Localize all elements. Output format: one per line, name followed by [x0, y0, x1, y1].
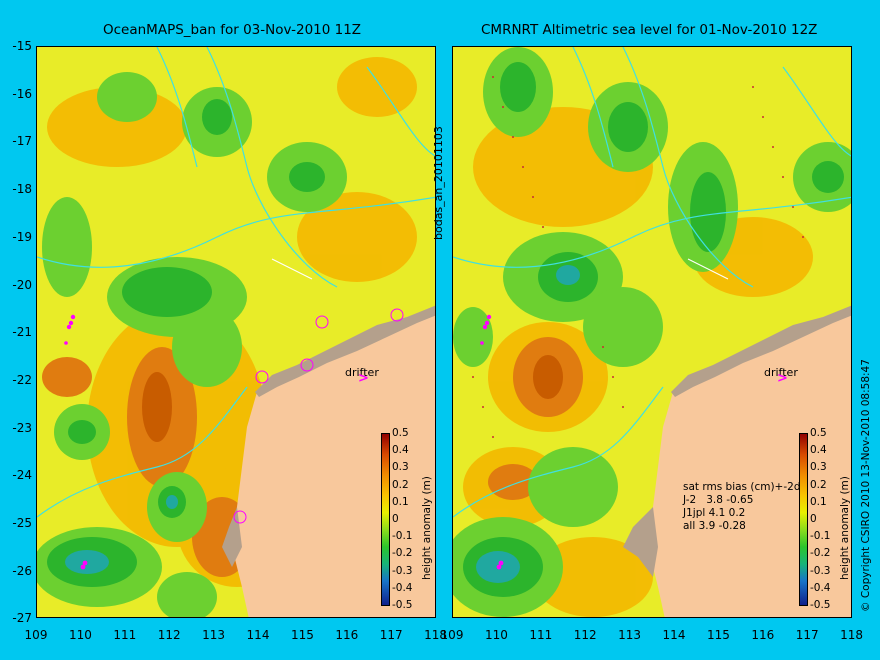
y-tick-label: -23 — [12, 420, 32, 435]
colorbar-tick-label: 0.3 — [810, 461, 827, 474]
right-map-field — [453, 47, 851, 617]
colorbar-tick-label: 0.1 — [810, 495, 827, 508]
colorbar-tick-label: 0.1 — [392, 495, 409, 508]
colorbar-tick-label: 0.5 — [392, 427, 409, 439]
x-tick-label: 111 — [529, 628, 553, 642]
y-tick-label: -21 — [12, 325, 32, 340]
x-tick-label: 117 — [795, 628, 819, 642]
y-tick-label: -25 — [12, 516, 32, 530]
left-colorbar-label: height anomaly (m) — [421, 476, 433, 580]
y-tick-label: -19 — [12, 229, 32, 244]
colorbar-tick-label: -0.3 — [392, 564, 413, 577]
colorbar-tick-label: 0.5 — [810, 427, 827, 439]
colorbar-tick-label: 0 — [810, 513, 817, 525]
x-tick-label: 109 — [24, 628, 48, 642]
x-tick-label: 112 — [573, 628, 597, 642]
colorbar-tick-label: 0.4 — [810, 444, 827, 457]
colorbar-tick-label: -0.2 — [392, 547, 413, 560]
x-tick-label: 110 — [68, 628, 92, 642]
y-tick-label: -26 — [12, 563, 32, 578]
stats-row: J-2 3.8 -0.65 — [683, 494, 754, 506]
colorbar-tick-label: -0.2 — [810, 547, 831, 560]
colorbar-tick-label: 0.3 — [392, 461, 409, 474]
right-map-title: CMRNRT Altimetric sea level for 01-Nov-2… — [481, 22, 818, 38]
y-tick-label: -24 — [12, 468, 32, 483]
x-tick-label: 117 — [379, 628, 403, 642]
stats-row: all 3.9 -0.28 — [683, 520, 746, 532]
x-tick-label: 118 — [840, 628, 864, 642]
x-tick-label: 109 — [440, 628, 464, 642]
colorbar-tick-label: -0.1 — [392, 530, 413, 543]
colorbar-tick-label: 0.2 — [392, 478, 409, 491]
run-id-label: bodas_an_20101103 — [432, 126, 445, 240]
right-drifter-label: drifter — [764, 366, 798, 379]
colorbar-tick-label: 0.4 — [392, 444, 409, 457]
y-tick-label: -18 — [12, 182, 32, 197]
x-tick-label: 114 — [662, 628, 686, 642]
left-map-panel — [36, 46, 436, 618]
colorbar-tick-label: -0.4 — [810, 581, 831, 594]
colorbar-tick-label: -0.5 — [810, 599, 831, 611]
colorbar-tick-label: -0.4 — [392, 581, 413, 594]
x-tick-label: 114 — [246, 628, 270, 642]
x-tick-label: 116 — [335, 628, 359, 642]
satellite-stats: sat rms bias (cm)+-2d J-2 3.8 -0.65 J1jpl … — [683, 481, 800, 533]
y-tick-label: -22 — [12, 372, 32, 387]
left-colorbar — [381, 433, 390, 606]
left-map-field — [37, 47, 435, 617]
x-tick-label: 115 — [706, 628, 730, 642]
x-tick-label: 112 — [157, 628, 181, 642]
y-tick-label: -16 — [12, 86, 32, 101]
y-tick-label: -20 — [12, 277, 32, 292]
y-tick-label: -27 — [12, 611, 32, 626]
x-tick-label: 115 — [290, 628, 314, 642]
left-drifter-label: drifter — [345, 366, 379, 379]
colorbar-tick-label: -0.1 — [810, 530, 831, 543]
copyright-label: © Copyright CSIRO 2010 13-Nov-2010 08:58… — [860, 359, 872, 612]
colorbar-tick-label: -0.5 — [392, 599, 413, 611]
stats-header: sat rms bias (cm)+-2d — [683, 481, 801, 493]
left-drifter-arrow-icon: > — [358, 371, 369, 386]
x-tick-label: 113 — [618, 628, 642, 642]
x-tick-label: 110 — [484, 628, 508, 642]
colorbar-tick-label: 0.2 — [810, 478, 827, 491]
x-tick-label: 116 — [751, 628, 775, 642]
right-drifter-arrow-icon: > — [777, 371, 788, 386]
x-tick-label: 113 — [202, 628, 226, 642]
y-tick-label: -15 — [12, 39, 32, 53]
right-colorbar — [799, 433, 808, 606]
left-map-title: OceanMAPS_ban for 03-Nov-2010 11Z — [103, 22, 362, 38]
stats-row: J1jpl 4.1 0.2 — [683, 507, 746, 519]
x-tick-label: 111 — [113, 628, 137, 642]
right-map-panel — [452, 46, 852, 618]
x-tick-label: 118 — [424, 628, 448, 642]
y-tick-label: -17 — [12, 134, 32, 149]
colorbar-tick-label: -0.3 — [810, 564, 831, 577]
colorbar-tick-label: 0 — [392, 513, 399, 525]
right-colorbar-label: height anomaly (m) — [839, 476, 851, 580]
